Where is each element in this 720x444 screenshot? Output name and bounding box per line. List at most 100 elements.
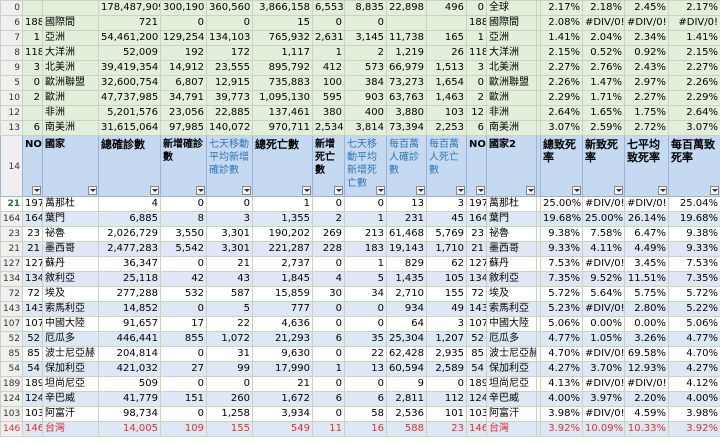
grid-cell[interactable]: 2.27%: [540, 60, 583, 76]
grid-cell[interactable]: 亞洲: [486, 30, 537, 46]
grid-cell[interactable]: #DIV/0!: [624, 376, 669, 392]
grid-cell[interactable]: 2.97%: [624, 75, 669, 91]
grid-cell[interactable]: 0: [160, 376, 207, 392]
grid-cell[interactable]: 1.47%: [582, 75, 625, 91]
grid-cell[interactable]: 2,631: [312, 30, 345, 46]
grid-cell[interactable]: 波士尼亞赫: [486, 346, 537, 362]
grid-cell[interactable]: 0: [344, 316, 387, 332]
grid-cell[interactable]: 588: [386, 421, 427, 437]
grid-cell[interactable]: 0: [312, 15, 345, 31]
grid-cell[interactable]: 54,461,200: [98, 30, 161, 46]
grid-cell[interactable]: 4.00%: [668, 391, 720, 407]
grid-cell[interactable]: 85: [22, 346, 43, 362]
grid-cell[interactable]: 2.18%: [582, 0, 625, 16]
grid-cell[interactable]: 國際間: [42, 15, 99, 31]
row-number[interactable]: 13: [0, 120, 23, 136]
grid-cell[interactable]: 16: [344, 421, 387, 437]
grid-cell[interactable]: 10.33%: [624, 421, 669, 437]
grid-cell[interactable]: 63,763: [386, 90, 427, 106]
grid-cell[interactable]: 0: [312, 196, 345, 212]
grid-cell[interactable]: 446,441: [98, 331, 161, 347]
grid-cell[interactable]: 1,463: [426, 90, 467, 106]
grid-cell[interactable]: 19.68%: [668, 211, 720, 227]
grid-cell[interactable]: 99: [206, 361, 253, 377]
grid-cell[interactable]: 2,737: [252, 256, 313, 272]
column-header[interactable]: 總死亡數: [252, 135, 313, 197]
grid-cell[interactable]: 6,553: [312, 0, 345, 16]
grid-cell[interactable]: #DIV/0!: [624, 196, 669, 212]
grid-cell[interactable]: 112: [426, 391, 467, 407]
grid-cell[interactable]: 85: [466, 346, 487, 362]
grid-cell[interactable]: 64: [386, 316, 427, 332]
row-number[interactable]: 12: [0, 105, 23, 121]
grid-cell[interactable]: 124: [466, 391, 487, 407]
column-header[interactable]: 總確診數: [98, 135, 161, 197]
filter-dropdown-icon[interactable]: [88, 186, 97, 195]
grid-cell[interactable]: 葉門: [42, 211, 99, 227]
grid-cell[interactable]: 30: [312, 286, 345, 302]
grid-cell[interactable]: 22: [206, 316, 253, 332]
column-header[interactable]: NO.2: [466, 135, 487, 197]
grid-cell[interactable]: 21: [466, 241, 487, 257]
grid-cell[interactable]: 埃及: [42, 286, 99, 302]
row-number[interactable]: 124: [0, 391, 23, 407]
grid-cell[interactable]: 39,773: [206, 90, 253, 106]
grid-cell[interactable]: 敘利亞: [42, 271, 99, 287]
row-number[interactable]: 10: [0, 90, 23, 106]
grid-cell[interactable]: 5.23%: [540, 301, 583, 317]
grid-cell[interactable]: 10.09%: [582, 421, 625, 437]
grid-cell[interactable]: 中國大陸: [486, 316, 537, 332]
grid-cell[interactable]: 52: [22, 331, 43, 347]
grid-cell[interactable]: 1,207: [426, 331, 467, 347]
grid-cell[interactable]: 72: [466, 286, 487, 302]
grid-cell[interactable]: 1,219: [386, 45, 427, 61]
row-number[interactable]: 9: [0, 60, 23, 76]
grid-cell[interactable]: 12,915: [206, 75, 253, 91]
grid-cell[interactable]: 23: [466, 226, 487, 242]
row-number[interactable]: 85: [0, 346, 23, 362]
grid-cell[interactable]: 14,912: [160, 60, 207, 76]
grid-cell[interactable]: 12.93%: [624, 361, 669, 377]
grid-cell[interactable]: 172: [206, 45, 253, 61]
grid-cell[interactable]: 0: [160, 301, 207, 317]
grid-cell[interactable]: 3: [206, 211, 253, 227]
grid-cell[interactable]: 829: [386, 256, 427, 272]
grid-cell[interactable]: 保加利亞: [486, 361, 537, 377]
grid-cell[interactable]: 坦尚尼亞: [486, 376, 537, 392]
grid-cell[interactable]: 32,600,754: [98, 75, 161, 91]
grid-cell[interactable]: 1,672: [252, 391, 313, 407]
grid-cell[interactable]: 197: [22, 196, 43, 212]
grid-cell[interactable]: 2,710: [386, 286, 427, 302]
row-number[interactable]: 164: [0, 211, 23, 227]
column-header[interactable]: 七平均致死率: [624, 135, 669, 197]
grid-cell[interactable]: 19.68%: [540, 211, 583, 227]
grid-cell[interactable]: 5,769: [426, 226, 467, 242]
grid-cell[interactable]: 3: [22, 60, 43, 76]
grid-cell[interactable]: 11,738: [386, 30, 427, 46]
grid-cell[interactable]: 北美洲: [486, 60, 537, 76]
grid-cell[interactable]: 國際間: [486, 15, 537, 31]
column-header[interactable]: 七天移動平均新增死亡數: [344, 135, 387, 197]
grid-cell[interactable]: 4.13%: [540, 376, 583, 392]
filter-dropdown-icon[interactable]: [242, 186, 251, 195]
grid-cell[interactable]: 25,304: [386, 331, 427, 347]
grid-cell[interactable]: 0: [426, 376, 467, 392]
grid-cell[interactable]: 2,811: [386, 391, 427, 407]
grid-cell[interactable]: 300,190: [160, 0, 207, 16]
grid-cell[interactable]: 192: [160, 45, 207, 61]
grid-cell[interactable]: 3.98%: [540, 406, 583, 422]
filter-dropdown-icon[interactable]: [572, 186, 581, 195]
grid-cell[interactable]: 61,468: [386, 226, 427, 242]
grid-cell[interactable]: 228: [312, 241, 345, 257]
grid-cell[interactable]: 厄瓜多: [42, 331, 99, 347]
grid-cell[interactable]: 0: [312, 346, 345, 362]
grid-cell[interactable]: 146: [22, 421, 43, 437]
grid-cell[interactable]: 60,594: [386, 361, 427, 377]
grid-cell[interactable]: 0: [312, 256, 345, 272]
grid-cell[interactable]: 亞洲: [42, 30, 99, 46]
grid-cell[interactable]: 72: [22, 286, 43, 302]
grid-cell[interactable]: 12: [466, 105, 487, 121]
grid-cell[interactable]: 189: [466, 376, 487, 392]
grid-cell[interactable]: 0: [206, 15, 253, 31]
grid-cell[interactable]: 15,859: [252, 286, 313, 302]
